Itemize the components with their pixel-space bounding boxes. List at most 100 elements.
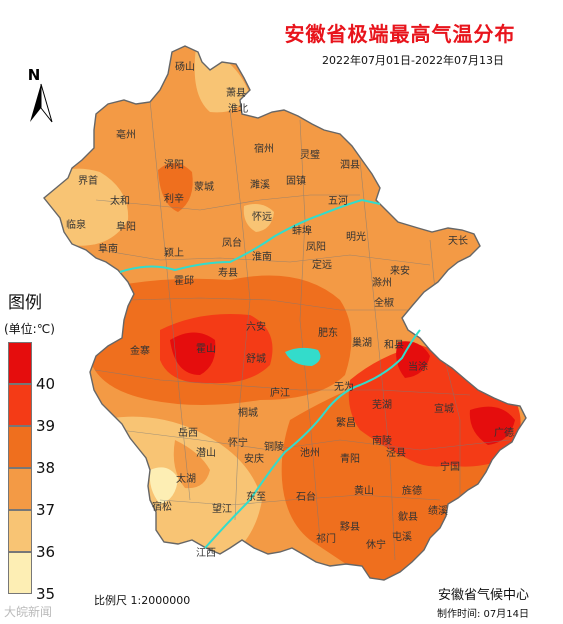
label-dangtu: 当涂 <box>408 360 428 373</box>
north-arrow: N <box>28 66 53 123</box>
legend-swatch <box>8 342 32 384</box>
legend-tick: 35 <box>36 585 56 603</box>
label-yuexi: 岳西 <box>178 427 198 439</box>
zone-37-38-southwest <box>173 440 210 489</box>
label-suzhou: 宿州 <box>254 142 274 155</box>
legend-swatch <box>8 468 32 510</box>
label-fanchang: 繁昌 <box>336 416 356 429</box>
label-fengyang: 凤阳 <box>306 241 326 253</box>
legend-tick: 39 <box>36 417 56 435</box>
label-huaibei: 淮北 <box>228 103 248 115</box>
label-yingshang: 颖上 <box>164 246 184 259</box>
legend-tick: 37 <box>36 501 56 519</box>
label-tunxi: 屯溪 <box>392 530 412 543</box>
label-shucheng: 舒城 <box>246 352 266 365</box>
map-title: 安徽省极端最高气温分布 <box>284 22 516 46</box>
label-jingde: 旌德 <box>402 484 422 497</box>
organization: 安徽省气候中心 <box>438 588 530 603</box>
legend-tick: 38 <box>36 459 56 477</box>
zone-over-40-wuhu <box>396 341 430 378</box>
label-fuyang: 阜阳 <box>116 220 136 233</box>
label-wangjiang: 望江 <box>212 502 232 515</box>
label-funan: 阜南 <box>98 242 118 255</box>
watermark: 大皖新闻 <box>4 605 53 619</box>
place-labels: 砀山 萧县 淮北 宿州 灵璧 泗县 亳州 涡阳 蒙城 濉溪 固镇 五河 界首 太… <box>66 61 514 559</box>
label-luan: 六安 <box>246 320 266 333</box>
label-wuhe: 五河 <box>328 195 348 207</box>
label-fengtai: 凤台 <box>222 236 242 249</box>
label-xiaoxian: 萧县 <box>226 87 246 99</box>
label-huoqiu: 霍邱 <box>174 274 194 287</box>
legend-swatch <box>8 510 32 552</box>
label-chuzhou: 滁州 <box>372 276 392 289</box>
legend-swatch <box>8 426 32 468</box>
label-bengbu: 蚌埠 <box>292 224 312 237</box>
label-tianchang: 天长 <box>448 235 468 247</box>
chaohu-lake <box>285 347 321 366</box>
label-dongzhi: 东至 <box>246 490 266 503</box>
zone-36-37-north <box>194 48 250 113</box>
label-hexian: 和县 <box>384 339 404 351</box>
label-dingyuan: 定远 <box>312 258 332 271</box>
label-qianshan: 潜山 <box>196 446 216 459</box>
scale-label: 比例尺 1:2000000 <box>94 594 191 607</box>
label-huainan: 淮南 <box>252 250 272 263</box>
label-chizhou: 池州 <box>300 446 320 459</box>
label-taihe: 太和 <box>110 194 130 207</box>
legend-unit: (单位:℃) <box>4 322 55 336</box>
label-wuhu: 芜湖 <box>372 398 392 411</box>
yangtze-river <box>204 329 421 549</box>
label-lujiang: 庐江 <box>270 386 290 399</box>
label-tongling: 铜陵 <box>264 441 284 453</box>
label-huaining: 怀宁 <box>228 436 248 449</box>
label-nanling: 南陵 <box>372 434 392 447</box>
label-dangshan: 砀山 <box>175 61 195 73</box>
label-xuancheng: 宣城 <box>434 402 454 415</box>
rivers <box>119 198 421 549</box>
county-boundaries <box>94 99 511 561</box>
label-jixi: 绩溪 <box>428 504 448 517</box>
label-chaohu: 巢湖 <box>352 336 372 349</box>
label-wuwei: 无为 <box>334 381 354 393</box>
zone-36-37-huaiyuan <box>243 204 274 232</box>
label-huangshan: 黄山 <box>354 484 374 497</box>
made-time: 制作时间: 07月14日 <box>437 609 529 620</box>
legend-swatch <box>8 552 32 594</box>
date-range: 2022年07月01日-2022年07月13日 <box>322 54 504 67</box>
zone-38-39-lixin <box>158 162 193 212</box>
label-shitai: 石台 <box>296 490 316 503</box>
label-bozhou: 亳州 <box>116 128 136 141</box>
legend-title: 图例 <box>8 293 42 313</box>
label-jiangxi: 江西 <box>196 547 216 559</box>
label-sixian: 泗县 <box>340 159 360 171</box>
label-huoshan: 霍山 <box>196 343 216 355</box>
label-shexian: 歙县 <box>398 510 418 523</box>
label-guangde: 广德 <box>494 426 514 439</box>
label-jieshou: 界首 <box>78 174 98 187</box>
label-lingbi: 灵璧 <box>300 148 320 161</box>
legend-tick: 40 <box>36 375 56 393</box>
label-taihu: 太湖 <box>176 472 196 485</box>
label-mengcheng: 蒙城 <box>194 180 214 193</box>
label-tongcheng: 桐城 <box>238 406 258 419</box>
label-ningguo: 宁国 <box>440 460 460 473</box>
label-anqing: 安庆 <box>244 452 264 465</box>
zone-35-36-susong <box>149 467 178 504</box>
label-suixi: 濉溪 <box>250 178 270 191</box>
label-qingyang: 青阳 <box>340 452 360 465</box>
label-susong: 宿松 <box>152 500 172 513</box>
label-jingxian: 泾县 <box>386 446 406 459</box>
province-border <box>43 45 527 581</box>
label-xiuning: 休宁 <box>366 538 386 551</box>
north-label: N <box>28 66 41 84</box>
zone-over-40-huoqiu <box>170 332 216 375</box>
label-qimen: 祁门 <box>316 532 336 545</box>
label-linquan: 临泉 <box>66 218 86 231</box>
label-jinzhai: 金寨 <box>130 344 150 357</box>
label-feidong: 肥东 <box>318 326 338 339</box>
label-laian: 来安 <box>390 264 410 277</box>
label-yixian: 黟县 <box>340 521 360 533</box>
label-lixin: 利辛 <box>164 192 184 205</box>
label-quanjiao: 全椒 <box>374 296 394 309</box>
